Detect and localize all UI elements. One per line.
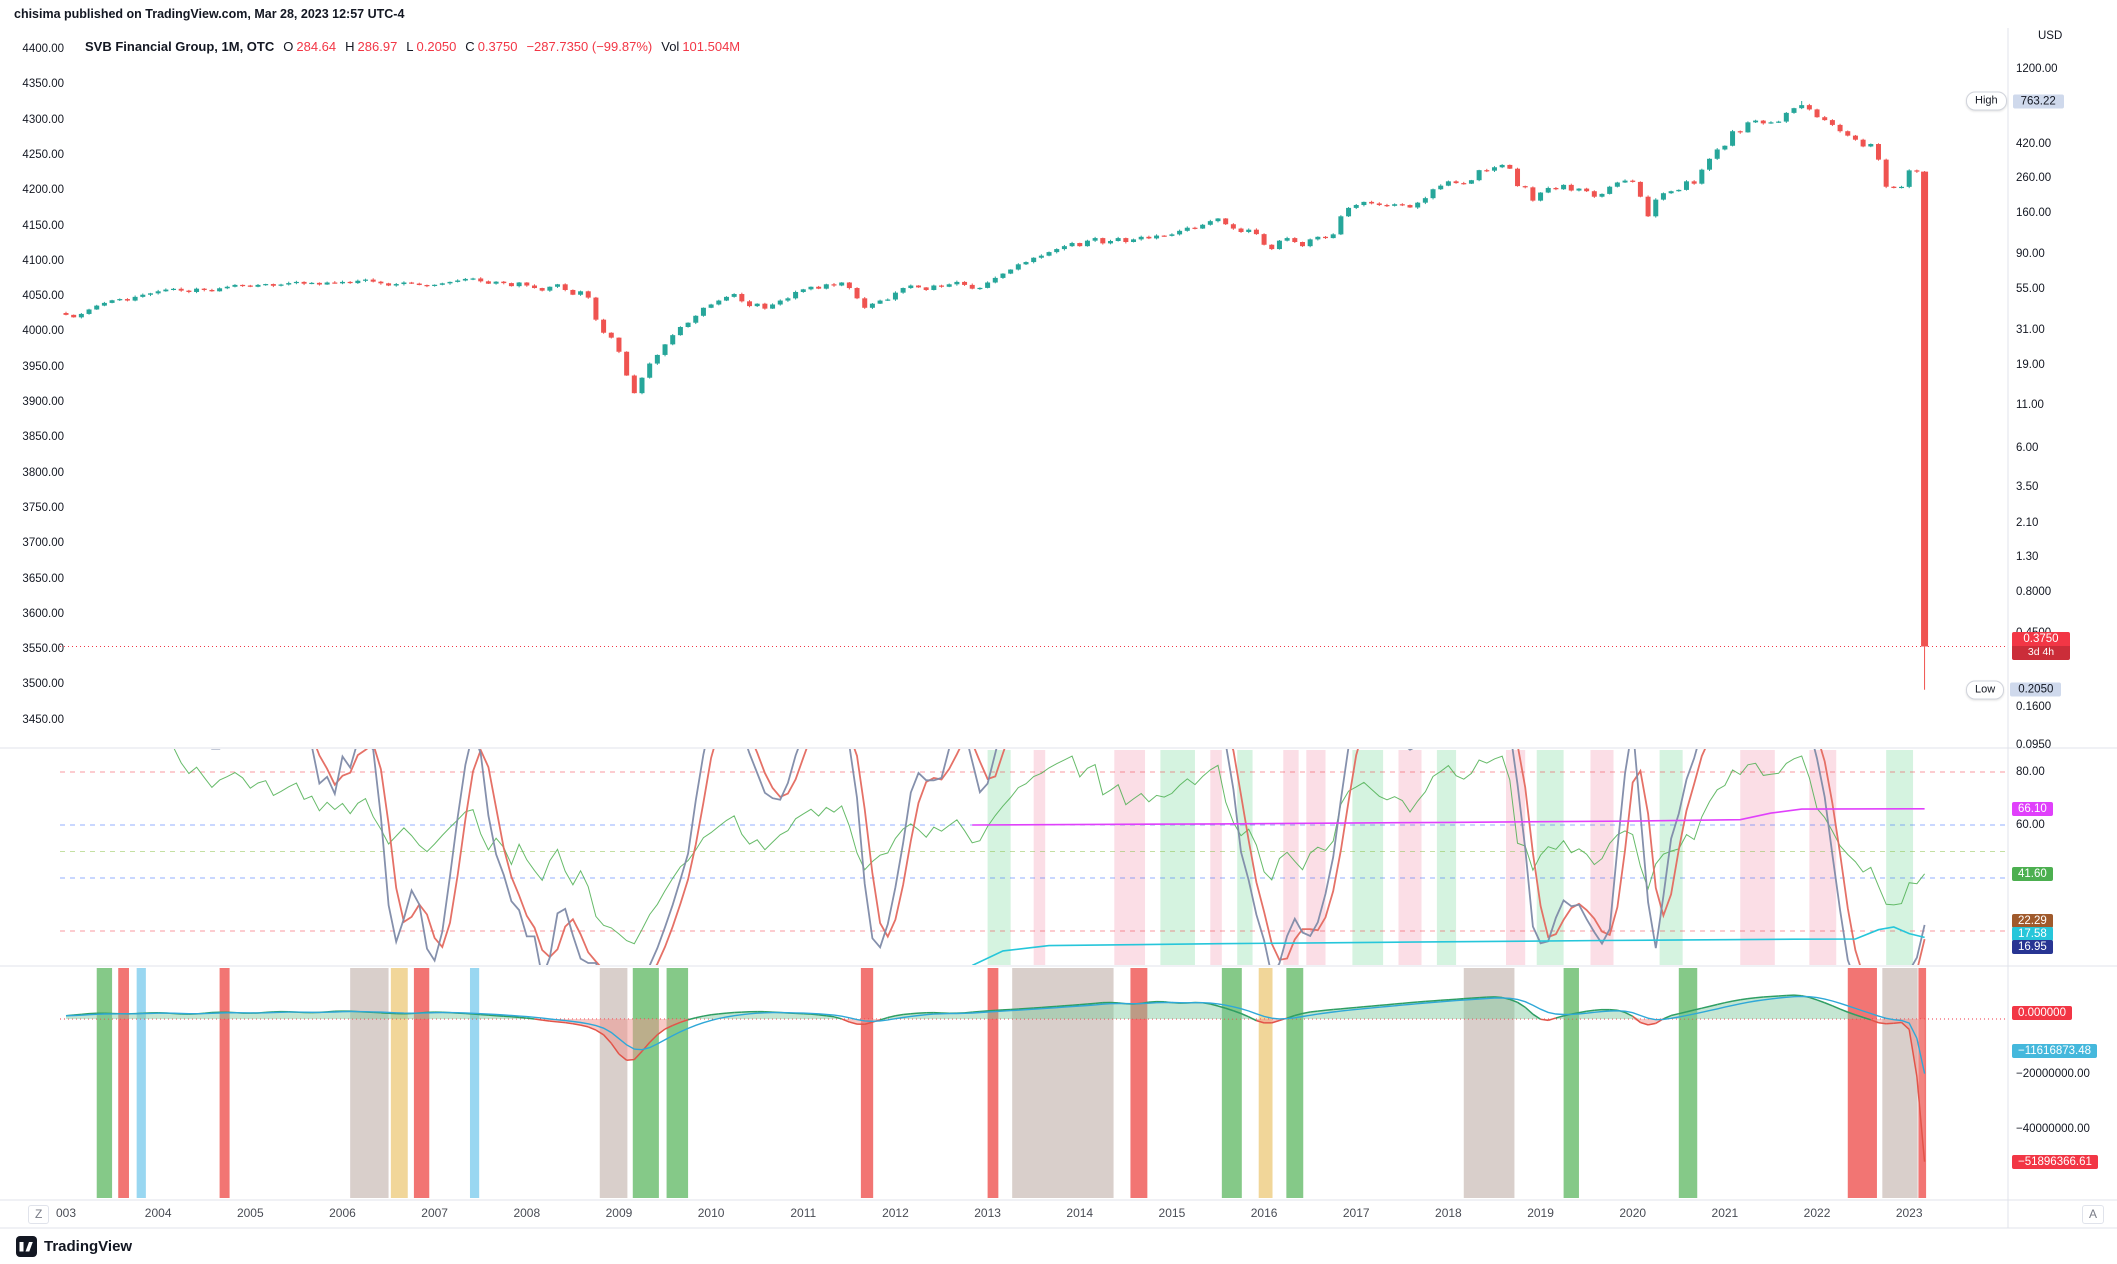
tradingview-footer[interactable]: TradingView — [16, 1236, 132, 1257]
open-label: O — [283, 39, 294, 54]
symbol-title[interactable]: SVB Financial Group, 1M, OTC — [85, 39, 275, 54]
last-price-value: 0.3750 — [2023, 633, 2059, 646]
publish-info: chisima published on TradingView.com, Ma… — [14, 7, 405, 21]
low-price-marker: Low 0.2050 — [1966, 680, 2062, 700]
open-value: 284.64 — [296, 39, 337, 54]
time-scale[interactable] — [0, 1200, 2008, 1228]
volume-label: Vol — [661, 39, 680, 54]
bar-countdown: 3d 4h — [2012, 646, 2070, 661]
low-value: 0.2050 — [416, 39, 457, 54]
low-pill: Low — [1966, 680, 2005, 700]
change-value: −287.7350 (−99.87%) — [526, 39, 653, 54]
high-label: H — [345, 39, 355, 54]
close-label: C — [465, 39, 475, 54]
tradingview-brand: TradingView — [44, 1238, 133, 1255]
auto-scale-button[interactable]: A — [2082, 1205, 2105, 1224]
high-value-box: 763.22 — [2012, 94, 2064, 108]
high-price-marker: High 763.22 — [1966, 91, 2064, 111]
tradingview-logo — [16, 1236, 37, 1257]
volume-value: 101.504M — [682, 39, 741, 54]
timezone-button[interactable]: Z — [28, 1205, 50, 1224]
currency-label: USD — [2038, 30, 2063, 42]
high-pill: High — [1966, 91, 2007, 111]
symbol-legend[interactable]: SVB Financial Group, 1M, OTC O 284.64 H … — [85, 39, 740, 54]
last-price-badge: 0.3750 3d 4h — [2012, 632, 2070, 661]
low-label: L — [406, 39, 414, 54]
close-value: 0.3750 — [477, 39, 518, 54]
high-value: 286.97 — [357, 39, 398, 54]
low-value-box: 0.2050 — [2010, 682, 2062, 697]
price-scale[interactable] — [2008, 30, 2117, 1200]
